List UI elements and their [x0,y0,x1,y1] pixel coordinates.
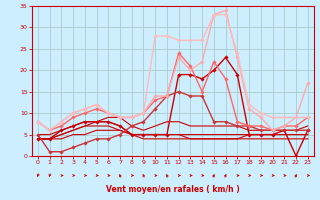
X-axis label: Vent moyen/en rafales ( km/h ): Vent moyen/en rafales ( km/h ) [106,185,240,194]
